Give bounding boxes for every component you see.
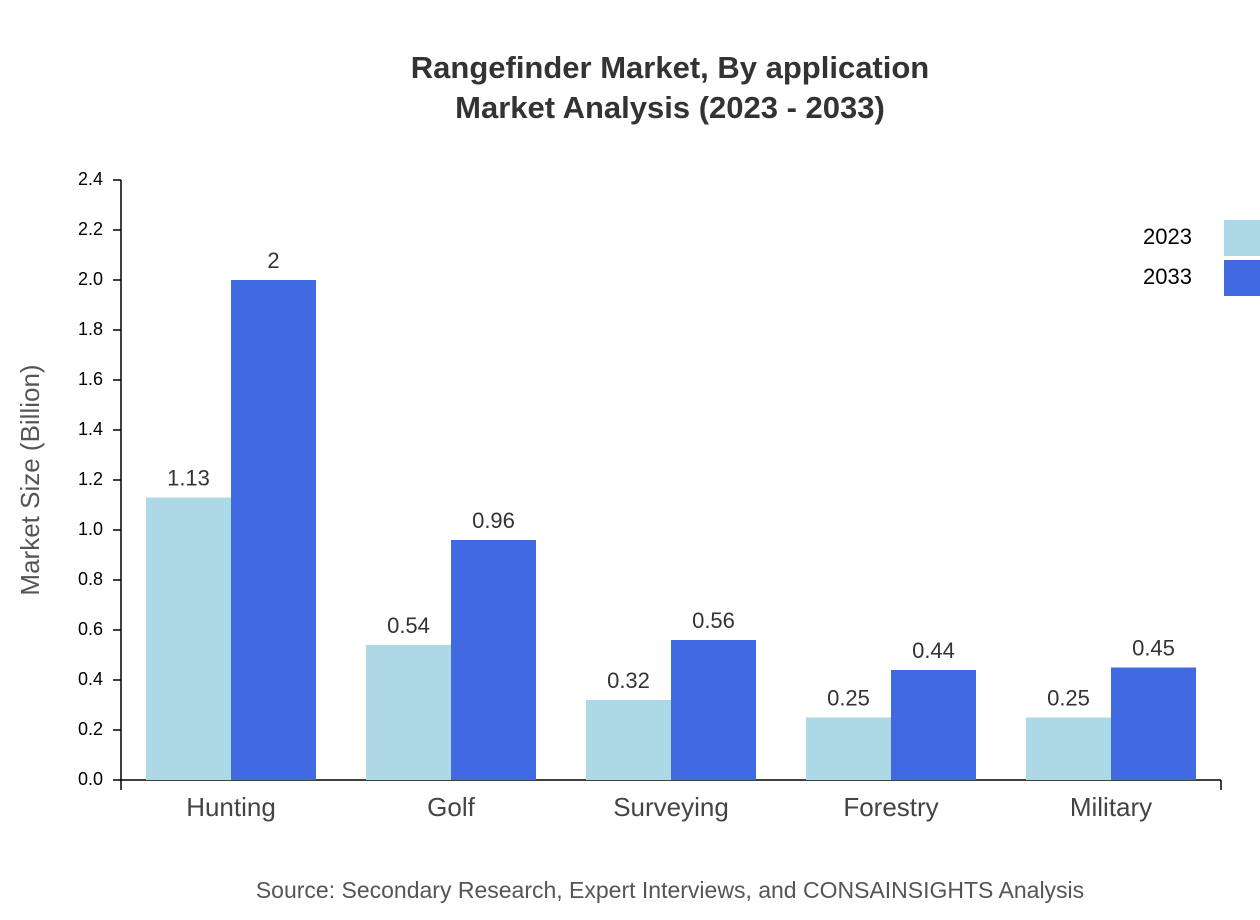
value-label: 0.96 bbox=[472, 508, 515, 533]
bar bbox=[1026, 717, 1111, 780]
value-label: 0.25 bbox=[1047, 685, 1090, 710]
bar bbox=[671, 640, 756, 780]
y-tick-label: 0.4 bbox=[78, 669, 103, 689]
value-label: 0.44 bbox=[912, 638, 955, 663]
x-tick-label: Golf bbox=[427, 792, 475, 822]
y-tick-label: 1.8 bbox=[78, 319, 103, 339]
value-label: 0.56 bbox=[692, 608, 735, 633]
y-tick-label: 1.6 bbox=[78, 369, 103, 389]
chart-subtitle: Market Analysis (2023 - 2033) bbox=[455, 90, 885, 125]
y-tick-label: 1.2 bbox=[78, 469, 103, 489]
bar bbox=[231, 280, 316, 780]
y-tick-label: 1.0 bbox=[78, 519, 103, 539]
bar bbox=[891, 670, 976, 780]
bar bbox=[451, 540, 536, 780]
bar bbox=[586, 700, 671, 780]
legend-swatch bbox=[1224, 260, 1260, 296]
y-tick-label: 0.2 bbox=[78, 719, 103, 739]
bar bbox=[366, 645, 451, 780]
x-tick-label: Military bbox=[1070, 792, 1152, 822]
value-label: 0.32 bbox=[607, 668, 650, 693]
source-note: Source: Secondary Research, Expert Inter… bbox=[256, 877, 1084, 903]
legend-label: 2023 bbox=[1143, 224, 1192, 249]
y-tick-label: 1.4 bbox=[78, 419, 103, 439]
y-tick-label: 2.0 bbox=[78, 269, 103, 289]
y-tick-label: 0.0 bbox=[78, 769, 103, 789]
legend-swatch bbox=[1224, 220, 1260, 256]
value-label: 0.54 bbox=[387, 613, 430, 638]
y-tick-label: 0.8 bbox=[78, 569, 103, 589]
y-tick-label: 2.4 bbox=[78, 169, 103, 189]
x-tick-label: Hunting bbox=[186, 792, 276, 822]
chart-title: Rangefinder Market, By application bbox=[411, 50, 930, 85]
x-tick-label: Forestry bbox=[843, 792, 938, 822]
bar bbox=[1111, 667, 1196, 780]
legend-label: 2033 bbox=[1143, 264, 1192, 289]
bar bbox=[146, 497, 231, 780]
value-label: 2 bbox=[267, 248, 279, 273]
value-label: 0.45 bbox=[1132, 635, 1175, 660]
y-tick-label: 2.2 bbox=[78, 219, 103, 239]
y-tick-label: 0.6 bbox=[78, 619, 103, 639]
bar bbox=[806, 717, 891, 780]
value-label: 0.25 bbox=[827, 685, 870, 710]
value-label: 1.13 bbox=[167, 465, 210, 490]
x-tick-label: Surveying bbox=[613, 792, 729, 822]
y-axis-label: Market Size (Billion) bbox=[15, 364, 45, 595]
